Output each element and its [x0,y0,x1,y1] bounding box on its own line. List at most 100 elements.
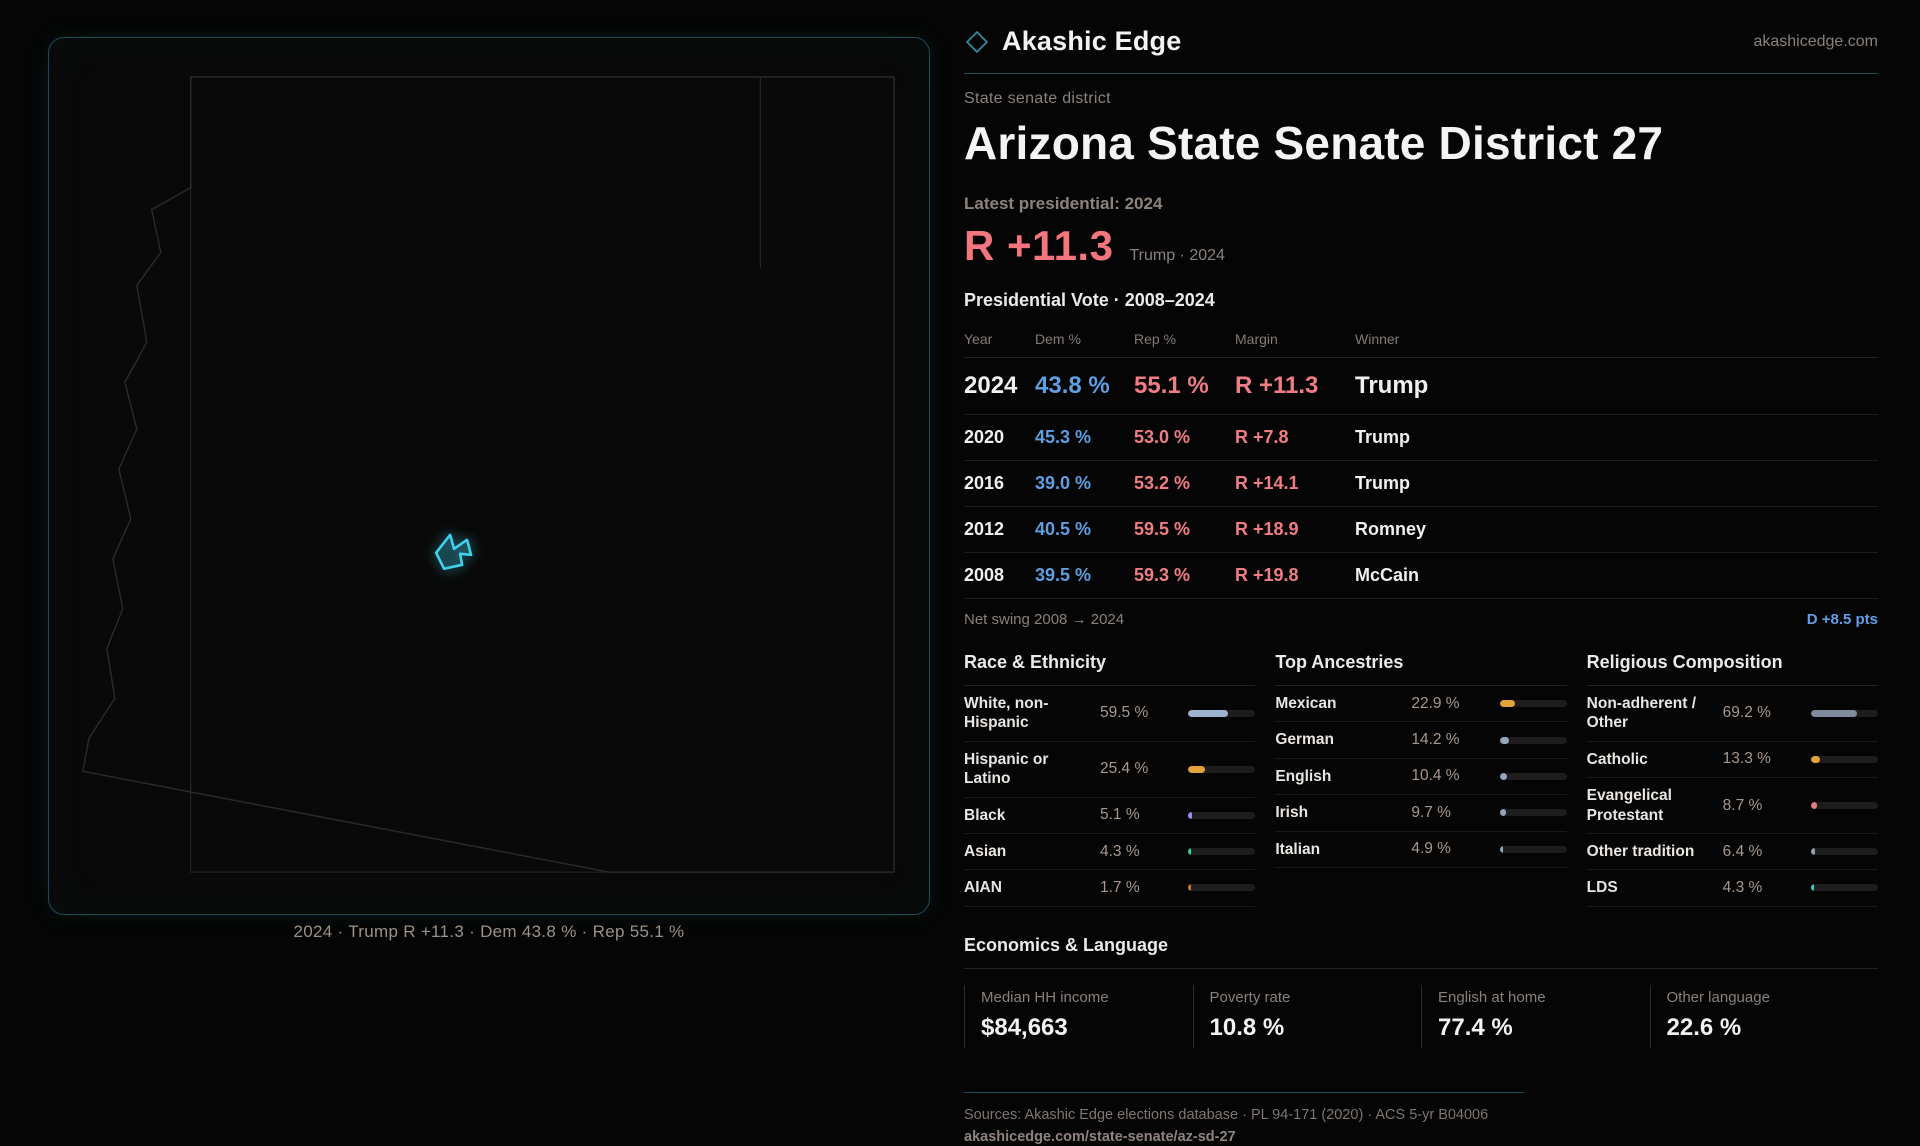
list-item: Italian 4.9 % [1275,832,1567,868]
stat-value: 6.4 % [1722,842,1763,860]
list-item: Asian 4.3 % [964,834,1256,871]
cell-dem: 43.8 % [1035,372,1110,399]
stat-value: 13.3 % [1722,750,1771,768]
stat-bar [1188,811,1256,819]
brand-name: Akashic Edge [1002,26,1182,56]
stat-label: Catholic [1586,750,1648,768]
cell-dem: 39.0 % [1035,473,1092,493]
district-map-panel [48,37,930,915]
cell-dem: 45.3 % [1035,427,1092,447]
arizona-map [82,76,895,873]
stat-value: 4.3 % [1100,842,1140,860]
stat-value: 4.3 % [1722,878,1763,896]
stat-label: Non-adherent / Other [1586,695,1697,732]
stat-label: English [1275,767,1332,785]
race-ethnicity-column: Race & Ethnicity White, non-Hispanic 59.… [964,652,1256,907]
stat-value: 59.5 % [1100,704,1149,722]
net-swing-row: Net swing 2008 → 2024 D +8.5 pts [964,599,1878,638]
presidential-vote-table: Year Dem % Rep % Margin Winner 2024 43.8… [964,323,1878,599]
stat-bar [1499,809,1567,817]
cell-rep: 53.2 % [1134,473,1191,493]
arizona-state-outline [82,76,895,873]
district-27-shape[interactable] [434,533,473,571]
stat-value: 1.7 % [1100,878,1140,896]
table-row: 2016 39.0 % 53.2 % R +14.1 Trump [964,461,1878,507]
economics-stats-row: Median HH income $84,663 Poverty rate 10… [964,984,1879,1048]
section-title: Race & Ethnicity [964,652,1256,686]
stat-bar [1499,736,1567,744]
list-item: Evangelical Protestant 8.7 % [1586,778,1878,834]
stat-label: Black [964,806,1006,824]
latest-presidential-label: Latest presidential: 2024 [964,194,1163,213]
cell-year: 2008 [964,565,1005,585]
cell-year: 2012 [964,519,1005,539]
economics-section-title: Economics & Language [964,935,1878,969]
stat-value: 25.4 % [1100,760,1149,778]
diamond-icon [965,30,989,53]
stat-value: 8.7 % [1722,796,1763,814]
col-year: Year [964,331,993,347]
stat-bar [1499,845,1567,853]
stat-bar [1811,802,1878,809]
cell-rep: 59.5 % [1134,519,1191,539]
stat-label: Hispanic or Latino [964,750,1049,788]
map-frame [190,76,895,873]
stat-label: English at home [1438,988,1546,1006]
net-swing-label: Net swing 2008 → 2024 [964,611,1125,628]
cell-year: 2016 [964,473,1005,493]
cell-year: 2020 [964,427,1005,447]
stat-block-poverty-rate: Poverty rate 10.8 % [1192,984,1422,1048]
vote-table-header: Year Dem % Rep % Margin Winner [964,323,1878,358]
sources-text: Sources: Akashic Edge elections database… [964,1106,1489,1123]
cell-year: 2024 [964,372,1018,399]
stat-label: Italian [1275,840,1321,858]
footer: Sources: Akashic Edge elections database… [964,1091,1878,1146]
stat-bar [1499,772,1567,780]
stat-label: White, non-Hispanic [964,695,1049,732]
list-item: Irish 9.7 % [1275,795,1567,832]
stat-label: LDS [1586,879,1618,897]
list-item: Black 5.1 % [964,798,1256,834]
col-rep: Rep % [1134,331,1177,347]
col-margin: Margin [1235,331,1278,347]
stat-bar [1811,755,1878,763]
brand-site-link[interactable]: akashicedge.com [1753,32,1878,50]
list-item: German 14.2 % [1275,722,1567,759]
stat-label: Mexican [1275,695,1337,712]
stat-bar [1811,884,1878,892]
cell-dem: 40.5 % [1035,519,1092,539]
headline-margin-value: R +11.3 [964,222,1114,269]
stat-block-english-at-home: English at home 77.4 % [1421,984,1650,1048]
stat-label: AIAN [964,879,1002,897]
net-swing-value: D +8.5 pts [1806,611,1878,628]
stat-value: 22.6 % [1666,1013,1742,1041]
list-item: White, non-Hispanic 59.5 % [964,686,1256,742]
list-item: Non-adherent / Other 69.2 % [1586,686,1878,742]
col-dem: Dem % [1035,331,1081,347]
table-row: 2020 45.3 % 53.0 % R +7.8 Trump [964,415,1878,461]
stat-block-other-language: Other language 22.6 % [1649,984,1879,1048]
cell-winner: Trump [1355,427,1411,447]
list-item: Other tradition 6.4 % [1586,834,1878,871]
stat-label: Irish [1275,804,1309,822]
table-row: 2008 39.5 % 59.3 % R +19.8 McCain [964,553,1878,599]
stat-bar [1811,848,1878,856]
demographics-section: Race & Ethnicity White, non-Hispanic 59.… [964,652,1878,907]
stat-bar [1811,709,1878,717]
cell-margin: R +19.8 [1235,565,1299,585]
list-item: Mexican 22.9 % [1275,686,1567,723]
stat-value: 14.2 % [1411,731,1460,749]
cell-winner: Trump [1355,372,1429,399]
stat-value: 77.4 % [1438,1013,1513,1041]
stat-bar [1499,700,1567,708]
stat-value: 10.4 % [1411,767,1460,785]
cell-margin: R +14.1 [1235,473,1299,493]
stat-label: Median HH income [981,988,1109,1006]
cell-dem: 39.5 % [1035,565,1092,585]
table-row: 2024 43.8 % 55.1 % R +11.3 Trump [964,358,1878,415]
stat-label: Other language [1666,988,1770,1006]
stat-value: 9.7 % [1411,803,1451,821]
stat-value: 69.2 % [1722,704,1771,722]
permalink[interactable]: akashicedge.com/state-senate/az-sd-27 [964,1128,1236,1145]
stat-block-median-income: Median HH income $84,663 [964,984,1193,1048]
